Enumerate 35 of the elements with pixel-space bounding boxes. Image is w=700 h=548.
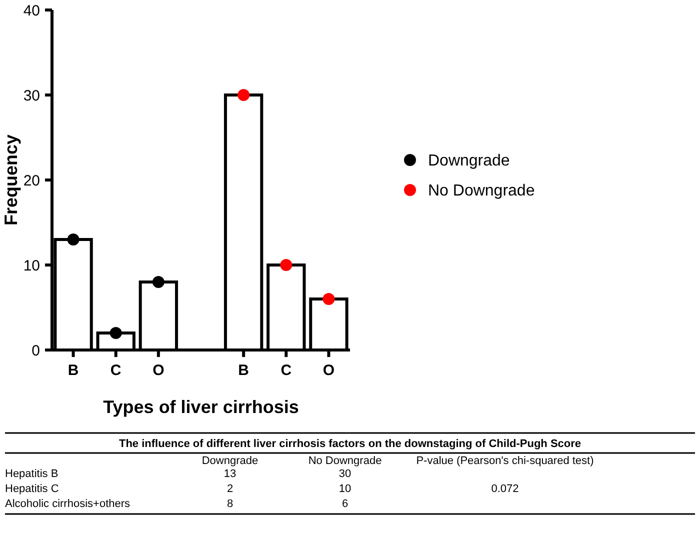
y-tick-label: 10	[23, 257, 40, 274]
text: The influence of different liver cirrhosis factors on the downstaging of Child-Pugh Score	[118, 438, 582, 450]
text: 30	[338, 468, 352, 480]
text: Hepatitis C	[5, 482, 59, 495]
text: No Downgrade	[308, 454, 382, 467]
text: 0.072	[491, 482, 519, 495]
point	[322, 293, 335, 305]
y-axis-title: Frequency	[1, 134, 21, 226]
text: Alcoholic cirrhosis+others	[5, 498, 131, 510]
y-tick-label: 40	[23, 2, 40, 20]
text: Downgrade	[202, 454, 258, 467]
legend-label: No Downgrade	[428, 182, 535, 200]
x-axis-title: Types of liver cirrhosis	[103, 397, 299, 417]
x-tick-label: B	[68, 362, 79, 379]
point	[152, 276, 164, 288]
point	[67, 234, 80, 246]
y-tick-label: 0	[32, 342, 40, 360]
text: 10	[338, 482, 352, 495]
x-tick-label: O	[322, 362, 335, 379]
x-tick-label: C	[280, 362, 292, 379]
point	[280, 259, 292, 271]
text: Hepatitis B	[5, 468, 58, 480]
x-tick-label: C	[110, 362, 122, 379]
point	[110, 327, 122, 339]
point	[238, 89, 250, 101]
text: 6	[342, 498, 348, 510]
y-tick-label: 20	[23, 172, 40, 190]
x-tick-label: B	[238, 362, 250, 379]
text: 8	[226, 498, 234, 510]
legend-label: Downgrade	[428, 152, 510, 170]
text: 2	[226, 482, 234, 495]
text: P-value (Pearson's chi-squared test)	[416, 454, 594, 467]
text: 13	[224, 468, 236, 480]
y-tick-label: 30	[23, 87, 40, 104]
x-tick-label: O	[152, 362, 165, 379]
